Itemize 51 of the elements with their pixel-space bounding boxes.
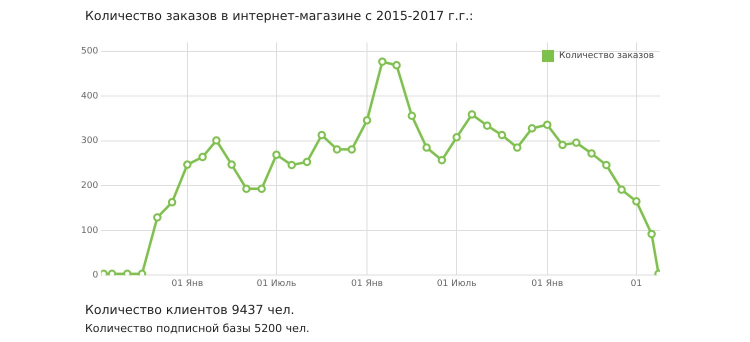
x-tick-label: 01 (630, 278, 642, 289)
point (632, 197, 641, 206)
point (288, 160, 296, 170)
point (123, 270, 132, 276)
point (257, 184, 266, 193)
point (468, 110, 476, 119)
chart-title: Количество заказов в интернет-магазине с 2015-2017 г.г.: (85, 8, 474, 23)
x-tick-label: 01 Июль (256, 278, 296, 289)
point (227, 160, 236, 169)
x-tick-label: 01 Янв (171, 278, 204, 289)
point (558, 140, 567, 150)
point (587, 149, 596, 158)
point (572, 138, 580, 147)
point (242, 184, 251, 193)
point (498, 130, 506, 140)
point (153, 213, 162, 222)
point (422, 143, 431, 152)
point (168, 198, 176, 206)
y-tick-label: 100 (80, 226, 98, 236)
point (392, 61, 401, 70)
x-tick-label: 01 Янв (351, 278, 383, 289)
point (528, 124, 536, 133)
text: Количество подписной базы 5200 чел. (85, 322, 310, 335)
y-tick-label: 300 (80, 136, 98, 146)
point (482, 121, 492, 130)
point (302, 158, 312, 166)
y-tick-label: 200 (80, 181, 98, 192)
point (617, 185, 626, 194)
point (332, 145, 342, 154)
point (543, 120, 552, 129)
legend-label: Количество заказов (558, 51, 654, 62)
x-tick-label: 01 Июль (436, 278, 476, 289)
y-tick-label: 400 (80, 91, 98, 102)
point (513, 143, 522, 152)
point (212, 136, 221, 145)
point (183, 160, 192, 169)
point (318, 130, 326, 140)
point (408, 112, 416, 120)
point (452, 133, 461, 142)
point (348, 145, 356, 154)
text: Количество клиентов 9437 чел. (85, 302, 294, 317)
point (438, 156, 446, 164)
x-tick-label: 01 Янв (531, 278, 564, 289)
point (362, 116, 372, 124)
y-tick-label: 500 (80, 46, 98, 57)
point (198, 152, 207, 162)
y-tick-label: 0 (92, 270, 98, 281)
point (602, 160, 611, 170)
point (378, 57, 387, 66)
point (647, 230, 656, 238)
point (272, 150, 281, 159)
